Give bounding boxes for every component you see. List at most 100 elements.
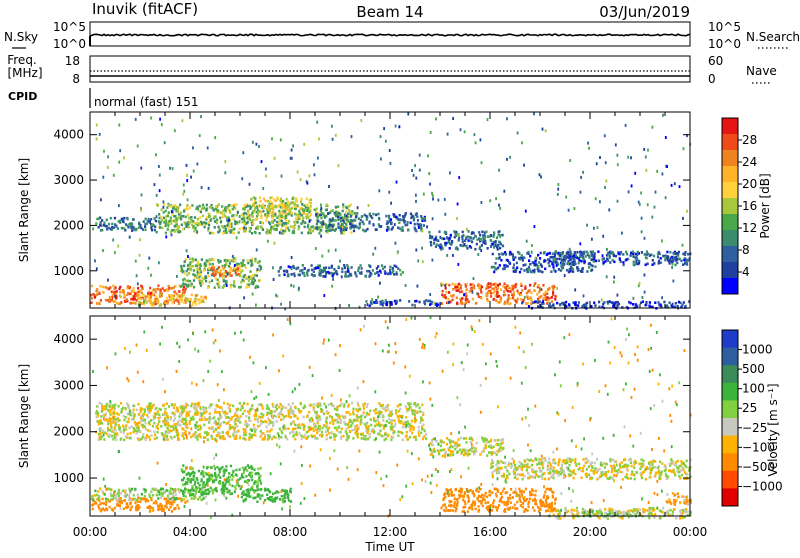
noise-cell: [432, 259, 434, 262]
data-cell: [574, 263, 576, 266]
data-cell: [233, 280, 235, 283]
data-cell: [653, 255, 655, 258]
data-cell: [303, 428, 305, 431]
data-cell: [230, 286, 232, 289]
data-cell: [485, 294, 487, 297]
noise-cell: [338, 164, 340, 167]
data-cell: [183, 294, 185, 297]
data-cell: [358, 217, 360, 220]
data-cell: [490, 245, 492, 248]
data-cell: [660, 257, 662, 260]
data-cell: [168, 211, 170, 214]
noise-cell: [150, 274, 152, 277]
data-cell: [196, 425, 198, 428]
data-cell: [299, 270, 301, 273]
data-cell: [291, 226, 293, 229]
data-cell: [526, 268, 528, 271]
data-cell: [556, 258, 558, 261]
data-cell: [409, 429, 411, 432]
data-cell: [535, 260, 537, 263]
noise-cell: [606, 180, 608, 183]
data-cell: [328, 267, 330, 270]
noise-cell: [243, 226, 245, 229]
noise-cell: [617, 163, 619, 166]
data-cell: [362, 221, 364, 224]
data-cell: [495, 240, 497, 243]
data-cell: [161, 295, 163, 298]
data-cell: [276, 221, 278, 224]
data-cell: [291, 273, 293, 276]
data-cell: [119, 303, 121, 306]
data-cell: [257, 286, 259, 289]
data-cell: [168, 501, 170, 504]
data-cell: [142, 294, 144, 297]
noise-cell: [487, 118, 489, 121]
data-cell: [166, 206, 168, 209]
data-cell: [206, 481, 208, 484]
data-cell: [270, 230, 272, 233]
data-cell: [145, 422, 147, 425]
data-cell: [520, 298, 522, 301]
data-cell: [399, 408, 401, 411]
data-cell: [154, 301, 156, 304]
data-cell: [506, 265, 508, 268]
data-cell: [498, 241, 500, 244]
noise-cell: [317, 157, 319, 160]
data-cell: [646, 253, 648, 256]
data-cell: [422, 412, 424, 415]
data-cell: [263, 198, 265, 201]
data-cell: [508, 294, 510, 297]
noise-cell: [628, 190, 630, 193]
data-cell: [466, 288, 468, 291]
data-cell: [218, 266, 220, 269]
data-cell: [199, 488, 201, 491]
noise-cell: [169, 167, 171, 170]
noise-cell: [617, 200, 619, 203]
data-cell: [484, 240, 486, 243]
data-cell: [259, 488, 261, 491]
data-cell: [288, 265, 290, 268]
data-cell: [423, 300, 425, 303]
data-cell: [337, 216, 339, 219]
data-cell: [400, 403, 402, 406]
data-cell: [174, 230, 176, 233]
data-cell: [198, 222, 200, 225]
data-cell: [584, 260, 586, 263]
noise-cell: [291, 149, 293, 152]
data-cell: [552, 266, 554, 269]
data-cell: [321, 226, 323, 229]
noise-cell: [625, 124, 627, 127]
data-cell: [400, 273, 402, 276]
data-cell: [219, 411, 221, 414]
data-cell: [349, 223, 351, 226]
data-cell: [130, 227, 132, 230]
data-cell: [96, 410, 98, 413]
noise-cell: [274, 242, 276, 245]
data-cell: [502, 285, 504, 288]
noise-cell: [320, 235, 322, 238]
noise-cell: [682, 244, 684, 247]
data-cell: [105, 225, 107, 228]
data-cell: [235, 473, 237, 476]
data-cell: [225, 465, 227, 468]
noise-cell: [420, 224, 422, 227]
data-cell: [317, 220, 319, 223]
data-cell: [275, 200, 277, 203]
noise-cell: [604, 186, 606, 189]
data-cell: [243, 222, 245, 225]
data-cell: [99, 487, 101, 490]
data-cell: [177, 208, 179, 211]
data-cell: [118, 489, 120, 492]
data-cell: [213, 232, 215, 235]
data-cell: [528, 266, 530, 269]
data-cell: [359, 226, 361, 229]
data-cell: [280, 436, 282, 439]
data-cell: [507, 297, 509, 300]
noise-cell: [340, 213, 342, 216]
data-cell: [375, 412, 377, 415]
data-cell: [246, 489, 248, 492]
data-cell: [487, 300, 489, 303]
data-cell: [577, 304, 579, 307]
data-cell: [192, 304, 194, 307]
data-cell: [581, 260, 583, 263]
